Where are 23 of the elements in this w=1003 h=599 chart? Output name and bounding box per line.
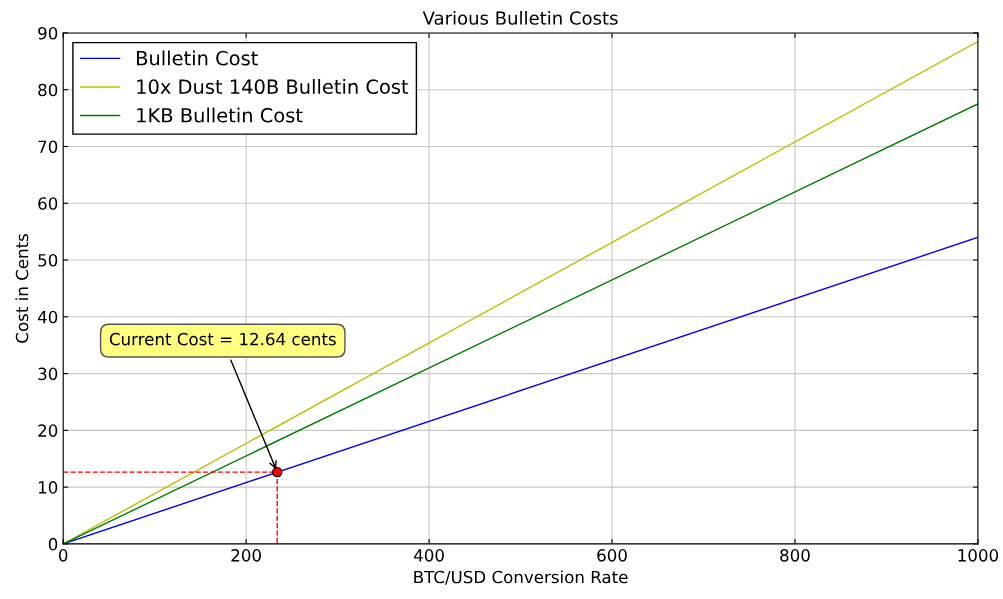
x-tick-label: 600 bbox=[597, 549, 627, 562]
y-tick-label: 10 bbox=[38, 481, 58, 494]
x-tick-label: 200 bbox=[231, 549, 261, 562]
y-tick-label: 60 bbox=[38, 197, 58, 210]
x-tick-label: 800 bbox=[780, 549, 810, 562]
y-tick-label: 30 bbox=[38, 367, 58, 381]
y-axis-title: Cost in Cents bbox=[15, 233, 29, 343]
y-tick-label: 20 bbox=[38, 424, 58, 437]
y-tick-label: 0 bbox=[48, 537, 58, 551]
x-axis-title: BTC/USD Conversion Rate bbox=[414, 570, 628, 585]
y-tick-label: 70 bbox=[38, 140, 58, 154]
legend-label: 10x Dust 140B Bulletin Cost bbox=[137, 78, 409, 95]
y-tick-label: 50 bbox=[38, 253, 58, 267]
y-tick-label: 40 bbox=[37, 310, 58, 324]
chart-title: Various Bulletin Costs bbox=[422, 10, 618, 25]
y-tick-label: 90 bbox=[38, 26, 58, 40]
y-tick-label: 80 bbox=[38, 83, 58, 97]
x-tick-label: 0 bbox=[58, 549, 68, 562]
legend-label: 1KB Bulletin Cost bbox=[137, 107, 303, 123]
annotation: Current Cost = 12.64 cents bbox=[109, 332, 336, 346]
x-tick-label: 400 bbox=[413, 549, 444, 562]
x-tick-label: 1000 bbox=[958, 549, 999, 562]
legend-label: Bulletin Cost bbox=[137, 50, 258, 66]
